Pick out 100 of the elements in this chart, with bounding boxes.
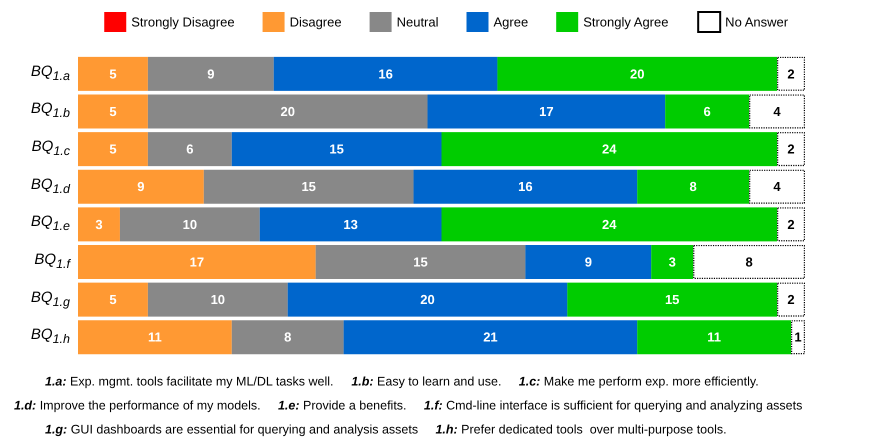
data-label: 9	[137, 179, 145, 194]
bar	[777, 207, 805, 242]
bar	[749, 170, 805, 204]
bar	[78, 94, 148, 128]
bar	[316, 244, 526, 279]
bar	[148, 132, 232, 166]
data-label: 6	[186, 142, 194, 157]
data-label: 21	[483, 330, 498, 345]
bar	[414, 170, 638, 204]
bar	[525, 244, 652, 279]
text: 1.b: Easy to learn and use.	[351, 374, 502, 388]
data-label: 2	[787, 216, 795, 232]
data-label: 15	[301, 179, 316, 194]
bar	[693, 244, 805, 279]
data-label: 2	[787, 292, 795, 308]
bar	[274, 56, 498, 91]
data-label: 17	[539, 104, 554, 119]
bar	[749, 94, 805, 128]
legend-label: Strongly Disagree	[131, 14, 235, 30]
bar	[651, 244, 694, 279]
bar	[665, 94, 750, 128]
data-label: 10	[182, 216, 198, 232]
data-label: 15	[413, 254, 428, 270]
bar	[148, 56, 274, 91]
bar	[232, 320, 344, 354]
data-label: 16	[518, 179, 533, 194]
text: 1.c: Make me perform exp. more efficiently.	[518, 374, 759, 388]
data-label: 10	[210, 292, 226, 308]
data-label: 15	[329, 142, 344, 157]
data-label: 3	[668, 254, 676, 270]
bar	[78, 320, 232, 354]
bar	[777, 132, 805, 166]
bar	[288, 282, 568, 317]
data-label: 17	[190, 254, 204, 270]
bar	[120, 207, 260, 242]
legend-label: Agree	[494, 14, 528, 30]
data-label: 5	[109, 104, 117, 119]
y-tick-label: BQ$_{1.b}$	[30, 100, 70, 122]
y-tick-label: BQ$_{1.g}$	[30, 288, 70, 311]
y-tick-label: BQ$_{1.f}$	[34, 250, 70, 273]
bar	[78, 56, 148, 91]
bar	[497, 56, 778, 91]
data-label: 5	[109, 292, 117, 308]
data-label: 3	[95, 216, 103, 232]
y-tick-label: BQ$_{1.a}$	[30, 62, 70, 85]
data-label: 16	[378, 66, 393, 82]
data-label: 15	[664, 292, 680, 308]
bar	[637, 170, 750, 204]
text: 1.e: Provide a benefits.	[278, 398, 407, 412]
data-label: 5	[109, 142, 117, 157]
bar	[777, 282, 805, 317]
bar	[637, 320, 792, 354]
data-label: 20	[280, 104, 295, 119]
data-label: 8	[284, 330, 292, 345]
bar	[428, 94, 666, 128]
bar	[78, 207, 120, 242]
data-label: 24	[602, 216, 618, 232]
legend-label: Strongly Agree	[583, 14, 668, 30]
y-tick-label: BQ$_{1.d}$	[30, 176, 70, 198]
bar	[78, 170, 204, 204]
data-label: 5	[109, 66, 117, 82]
legend-label: Disagree	[290, 14, 342, 30]
bar	[148, 282, 288, 317]
data-label: 4	[773, 104, 782, 119]
bar	[78, 132, 148, 166]
bar	[260, 207, 442, 242]
bar	[344, 320, 638, 354]
bar	[777, 56, 805, 91]
bar	[232, 132, 442, 166]
data-label: 20	[630, 66, 644, 82]
text: 1.a: Exp. mgmt. tools facilitate my ML/DL tasks well.	[45, 374, 334, 388]
text: 1.h: Prefer dedicated tools over multi-purpose tools.	[435, 422, 727, 436]
data-label: 13	[343, 216, 358, 232]
legend-label: Neutral	[396, 14, 439, 30]
bar	[442, 207, 778, 242]
text: 1.f: Cmd-line interface is sufficient for querying and analyzing assets	[424, 398, 802, 412]
bar	[791, 320, 805, 354]
bar	[78, 244, 316, 279]
data-label: 6	[704, 104, 711, 119]
data-label: 8	[690, 179, 697, 194]
bar	[148, 94, 428, 128]
legend-label: No Answer	[725, 14, 789, 30]
y-tick-label: BQ$_{1.h}$	[30, 326, 70, 348]
data-label: 11	[148, 330, 162, 345]
text: 1.g: GUI dashboards are essential for querying and analysis assets	[45, 422, 418, 436]
bar	[567, 282, 778, 317]
y-tick-label: BQ$_{1.e}$	[30, 213, 70, 236]
data-label: 20	[420, 292, 435, 308]
data-label: 8	[745, 254, 753, 270]
data-label: 1	[794, 330, 802, 345]
data-label: 2	[787, 66, 795, 82]
data-label: 4	[773, 179, 782, 194]
data-label: 11	[707, 330, 721, 345]
data-label: 9	[207, 66, 214, 82]
bar	[78, 282, 148, 317]
y-tick-label: BQ$_{1.c}$	[32, 138, 70, 160]
data-label: 2	[787, 142, 795, 157]
text: 1.d: Improve the performance of my models.	[14, 398, 261, 412]
data-label: 24	[602, 142, 618, 157]
bar	[204, 170, 414, 204]
